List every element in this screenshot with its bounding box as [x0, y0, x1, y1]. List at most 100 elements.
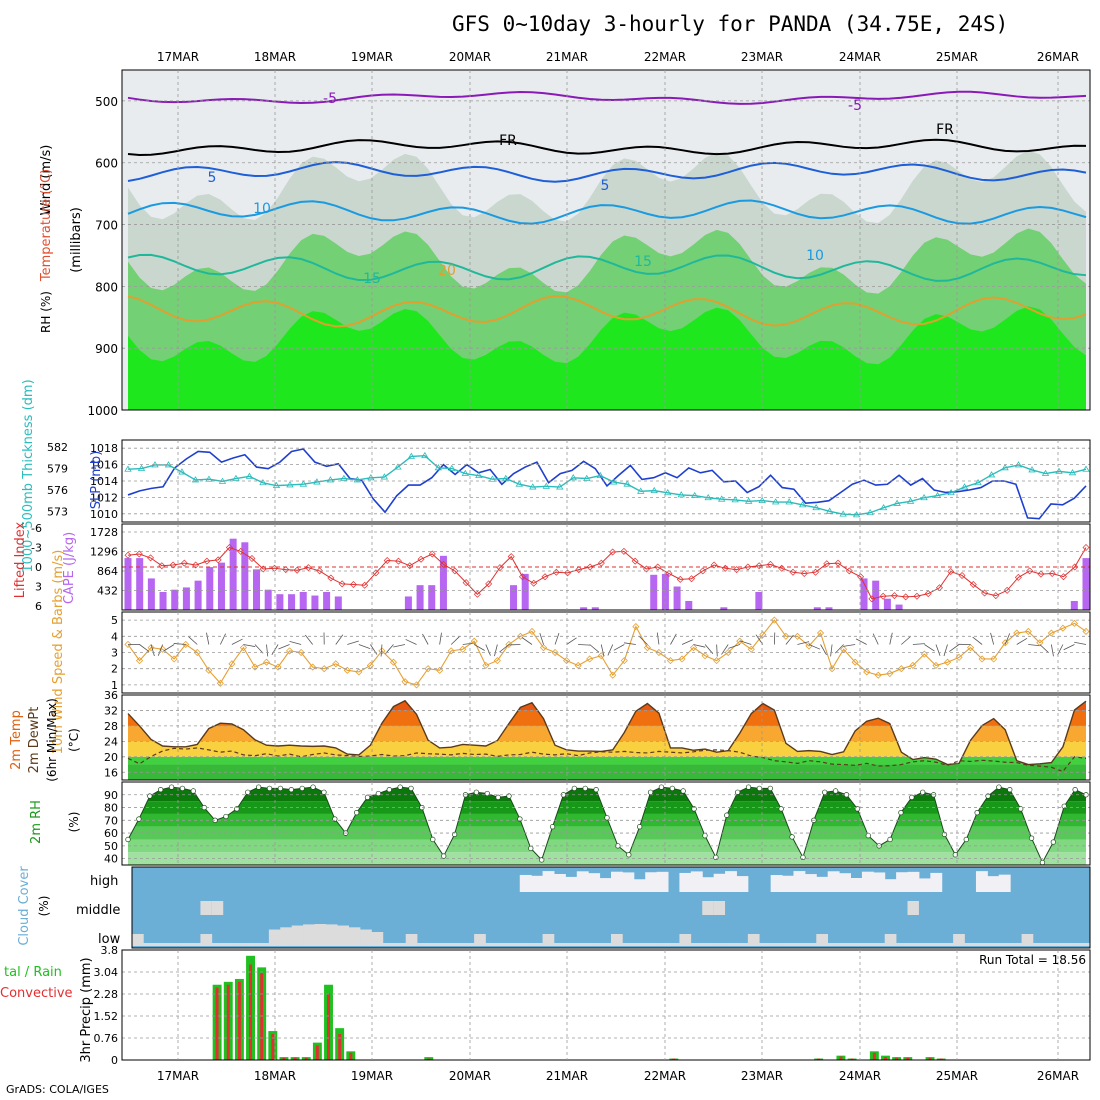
isotherm-line — [127, 253, 1087, 282]
lifted-index-point — [327, 574, 335, 582]
lifted-index-point — [406, 562, 414, 570]
wind-speed-point — [412, 681, 421, 689]
cloud-low-block — [405, 934, 418, 946]
rh-point — [125, 836, 131, 843]
isotherm-line — [127, 199, 1087, 225]
precip-convective-bar — [349, 1052, 353, 1060]
cloud-low-block — [611, 934, 623, 946]
cloud-low-block — [645, 943, 657, 946]
bottom-date-label: 17MAR — [157, 1069, 199, 1083]
thickness-point — [610, 478, 618, 485]
rh-point — [593, 787, 599, 793]
cloud-low-block — [941, 943, 954, 946]
wind-speed-point — [159, 645, 167, 653]
rh-point — [430, 836, 436, 843]
cloud-low-block — [839, 943, 851, 946]
cloud-unit-label: (%) — [37, 896, 51, 917]
cloud-high-block — [975, 871, 988, 892]
wind-speed-point — [424, 665, 432, 673]
cape-bar — [323, 591, 331, 610]
lifted-index-point — [823, 560, 831, 568]
wind-barb — [607, 644, 614, 656]
rh-unit-label: (%) — [67, 812, 81, 833]
isotherm-label: FR — [499, 133, 517, 149]
wind-barb — [266, 644, 269, 657]
thickness-point — [488, 475, 497, 482]
cloud-high-block — [656, 871, 669, 892]
cloud-high-block — [770, 875, 783, 892]
rh-point — [190, 788, 196, 794]
cloud-high-block — [804, 874, 817, 892]
rh-point — [375, 790, 382, 797]
cape-bar — [895, 604, 903, 610]
cloud-low-block — [428, 943, 441, 946]
thickness-point — [178, 468, 186, 475]
isotherm-label: 10 — [253, 201, 271, 217]
lifted-index-point — [1071, 563, 1079, 571]
wind-barb — [347, 640, 359, 645]
rh-point — [920, 789, 926, 795]
thickness-point — [448, 464, 456, 471]
lifted-index-point — [778, 564, 786, 572]
wind-speed-point — [193, 648, 201, 657]
cloud-high-block — [987, 876, 1000, 892]
cloud-low-block — [656, 943, 669, 946]
isotherm-label: -5 — [848, 98, 862, 114]
cape-bar — [813, 607, 821, 610]
lifted-index-point — [586, 563, 594, 571]
temp-tick-label: 28 — [104, 720, 118, 733]
slp-frame — [121, 439, 1091, 523]
wind-speed-point — [182, 640, 190, 648]
bottom-date-label: 21MAR — [546, 1069, 588, 1083]
precip-tick-label: 1.52 — [94, 1010, 119, 1023]
cloud-low-block — [896, 943, 908, 946]
cape-bar — [510, 585, 518, 610]
thickness-point — [434, 464, 443, 471]
rh-point — [1028, 835, 1035, 841]
top-date-label: 19MAR — [351, 50, 393, 64]
cloud-low-block — [804, 943, 817, 946]
grid-lines — [121, 69, 1091, 1061]
cape-bar — [182, 587, 190, 610]
wind-barb — [393, 644, 406, 648]
wind-speed-point — [539, 644, 548, 652]
wind-speed-point — [897, 665, 905, 673]
thickness-point — [353, 476, 362, 483]
cape-bar — [334, 596, 342, 610]
cloud-low-block — [485, 943, 498, 946]
thickness-tick-label: 576 — [47, 484, 68, 497]
cloud-high-block — [816, 876, 829, 892]
precip-convective-bar — [895, 1057, 899, 1060]
rh-point — [745, 784, 752, 790]
lifted-index-point — [564, 569, 572, 577]
lifted-index-point — [845, 567, 853, 575]
pressure-tick-label: 900 — [95, 342, 118, 356]
wind-speed-point — [1036, 639, 1044, 647]
cape-bar — [206, 567, 214, 610]
cape-bar — [521, 573, 529, 610]
temperature-axis-label: Temperature (°C) — [39, 169, 54, 282]
wind-tick-label: 3 — [111, 647, 118, 660]
rh-point — [473, 789, 480, 795]
rh-point — [702, 832, 708, 839]
rh-point — [789, 834, 795, 840]
bottom-date-label: 20MAR — [449, 1069, 491, 1083]
lifted-index-point — [744, 563, 752, 571]
thickness-point — [744, 497, 753, 504]
lifted-index-point — [282, 566, 290, 574]
wind-barb — [872, 633, 879, 645]
wind-speed-point — [943, 658, 952, 666]
cape-bar — [860, 578, 868, 610]
lifted-index-point — [169, 561, 177, 569]
wind-barb — [693, 644, 706, 648]
cloud-high-block — [873, 872, 886, 892]
wind-speed-point — [205, 666, 213, 674]
wind-tick-label: 2 — [111, 663, 118, 676]
wind-barb — [834, 644, 844, 654]
lifted-index-point — [879, 592, 887, 600]
cape-bar — [650, 574, 658, 610]
thickness-point — [272, 481, 281, 489]
lifted-index-point — [868, 595, 876, 603]
wind-barb — [656, 632, 660, 645]
wind-speed-point — [528, 627, 536, 636]
